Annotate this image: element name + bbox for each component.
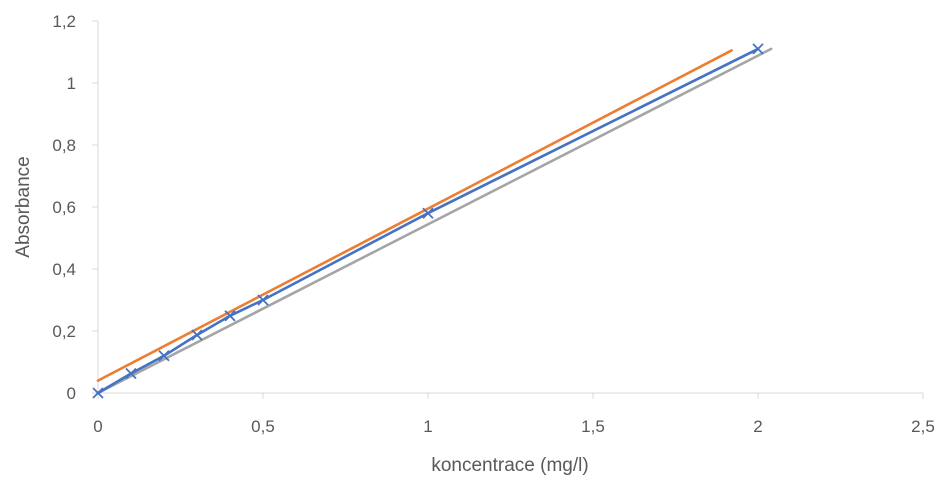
marker-stroke	[92, 387, 104, 399]
y-tick-labels: 0 0,2 0,4 0,6 0,8 1 1,2	[52, 12, 76, 403]
marker-stroke	[752, 43, 764, 55]
series-line-2	[96, 47, 760, 395]
data-point-marker	[191, 329, 203, 341]
data-point-marker	[125, 367, 137, 380]
data-point-marker	[257, 294, 269, 306]
data-point-marker	[92, 387, 104, 399]
x-axis-title: koncentrace (mg/l)	[431, 455, 588, 476]
y-tick-label: 0,4	[52, 260, 76, 279]
x-tick-label: 0	[93, 417, 102, 436]
y-axis-title: Absorbance	[13, 156, 34, 257]
series-layer	[92, 43, 773, 399]
series-line-1	[96, 47, 773, 395]
marker-stroke	[191, 329, 203, 341]
x-tick-label: 2	[753, 417, 762, 436]
y-tick-label: 1,2	[52, 12, 76, 31]
data-point-marker	[752, 43, 764, 55]
x-tick-label: 2,5	[911, 417, 935, 436]
marker-stroke	[257, 294, 269, 306]
y-tick-label: 0,8	[52, 136, 76, 155]
series-line-0	[96, 49, 733, 382]
marker-stroke	[224, 310, 236, 322]
data-point-marker	[158, 350, 170, 362]
x-tick-labels: 0 0,5 1 1,5 2 2,5	[93, 417, 935, 436]
x-tick-label: 0,5	[251, 417, 275, 436]
marker-stroke	[158, 350, 170, 362]
data-point-marker	[224, 310, 236, 322]
y-tick-label: 0,6	[52, 198, 76, 217]
y-tick-label: 0,2	[52, 322, 76, 341]
x-tick-label: 1	[423, 417, 432, 436]
marker-stroke	[422, 207, 434, 219]
axes	[92, 20, 924, 399]
y-tick-label: 1	[67, 74, 76, 93]
data-point-marker	[422, 207, 434, 219]
marker-stroke	[125, 367, 137, 380]
x-tick-label: 1,5	[581, 417, 605, 436]
y-tick-label: 0	[67, 384, 76, 403]
